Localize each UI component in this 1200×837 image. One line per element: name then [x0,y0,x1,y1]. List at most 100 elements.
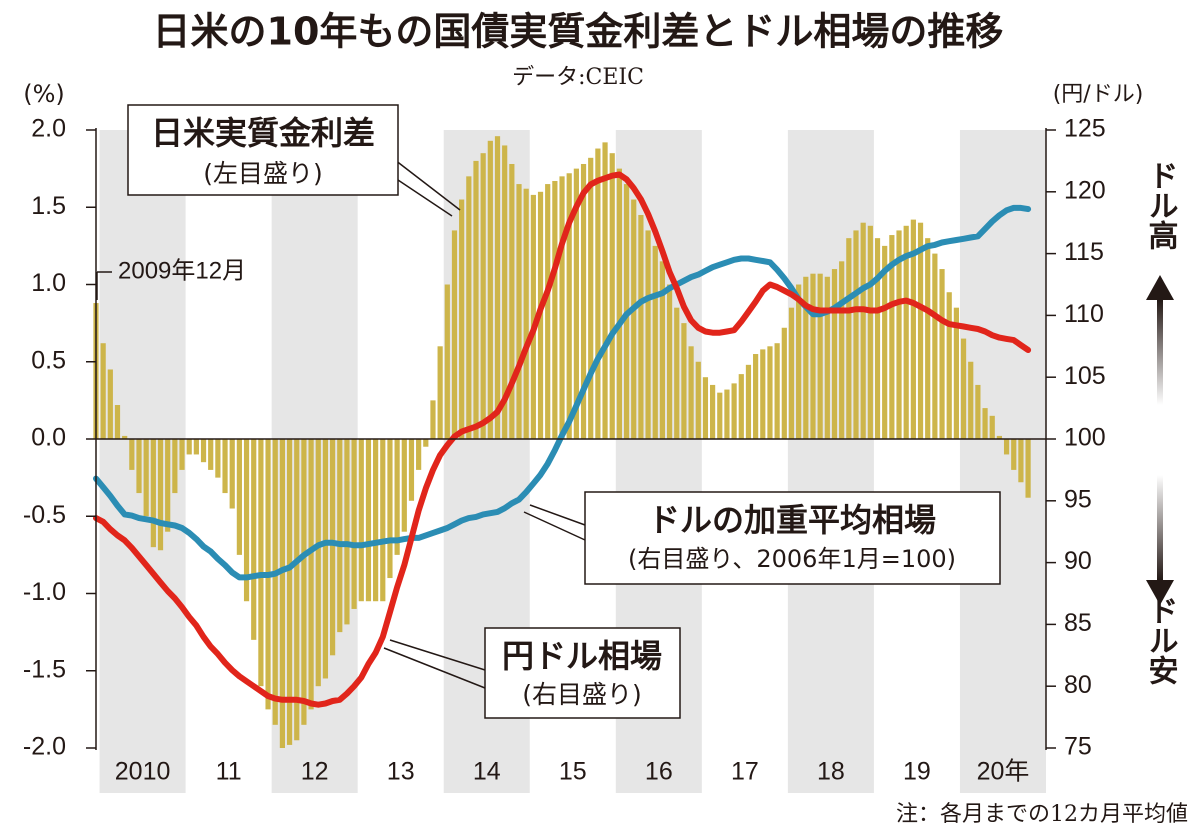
x-tick-label: 19 [903,758,931,786]
x-tick-label: 17 [731,758,759,786]
bar [143,439,149,517]
year-band [99,130,186,793]
year-band [787,130,874,793]
bar [982,408,988,439]
bar [559,176,565,439]
y2-tick-label: 80 [1064,671,1092,699]
leader-line [394,177,453,217]
y-tick-label: 1.5 [31,192,66,220]
arrow-down [1146,580,1174,605]
bar [122,435,128,439]
arrow-shaft [1157,300,1163,405]
bar [322,439,329,679]
bar [480,153,486,440]
bar [910,219,916,439]
bar [860,222,866,439]
up-label: ドル高 [1143,160,1178,250]
bar [344,439,350,625]
y-tick-label: -1.5 [23,655,66,683]
bar [358,439,364,602]
bar [430,400,436,439]
bar [666,284,673,439]
bar [738,374,744,439]
bar [186,439,192,455]
bar [165,439,171,532]
bar [222,439,228,494]
bar [114,405,121,439]
x-tick-label: 15 [559,758,587,786]
bar [917,222,924,439]
bar [315,439,321,687]
bar [308,439,314,710]
bar [236,439,242,555]
line [93,204,1032,581]
x-tick-label: 11 [216,758,242,786]
bar [946,292,952,439]
bar [279,439,286,748]
bar [179,439,185,470]
bar [710,384,716,439]
y2-tick-label: 115 [1064,238,1104,266]
bar [996,435,1003,439]
bar [853,230,859,439]
bar [509,163,515,440]
bar [903,225,909,439]
bar [831,269,838,439]
callout-title: ドルの加重平均相場 [648,501,936,539]
bar [796,284,802,439]
bar [846,238,852,439]
bar [351,439,357,609]
y2-tick-label: 100 [1064,424,1106,452]
bar [939,269,945,439]
bar [516,184,522,439]
x-tick-label: 14 [473,758,501,786]
bar [960,338,967,439]
x-tick-label: 2010 [115,758,171,786]
bar [1018,439,1024,483]
y-tick-label: 0.0 [31,424,66,452]
bar [580,163,587,440]
bar [953,307,959,439]
bar [659,261,666,439]
bar [753,354,759,439]
callout-box [484,627,681,719]
bar [803,276,809,439]
leader-line [383,647,486,689]
bar [107,369,113,439]
footnote: 注：各月までの12カ月平均値 [896,802,1188,827]
bar [337,439,343,633]
bar [767,346,773,439]
leader-line [389,639,486,671]
bar [968,361,974,439]
bar [925,238,931,439]
bar [136,439,142,494]
bar [566,173,572,439]
source: データ:CEIC [512,65,644,90]
bar [616,168,622,439]
y-tick-label: -2.0 [23,733,66,761]
bar [487,140,493,439]
callout-box [584,491,1001,585]
bar [681,323,687,439]
bar [294,439,300,741]
bar [839,261,845,439]
bar [530,194,536,439]
bar [602,142,608,440]
leader-line [523,511,586,541]
bar [401,439,407,532]
bar [702,377,709,439]
y-tick-label: 2.0 [31,115,66,143]
bar [631,199,637,439]
bar [717,392,723,439]
bar [394,439,400,555]
bar [638,214,644,439]
bar [573,168,579,439]
bar [552,180,558,440]
bar [889,235,895,439]
bar [387,439,393,579]
bar [258,439,264,687]
bar [1025,439,1031,498]
y2-tick-label: 75 [1064,733,1092,761]
y2-tick-label: 125 [1064,115,1106,143]
bar [243,439,250,602]
